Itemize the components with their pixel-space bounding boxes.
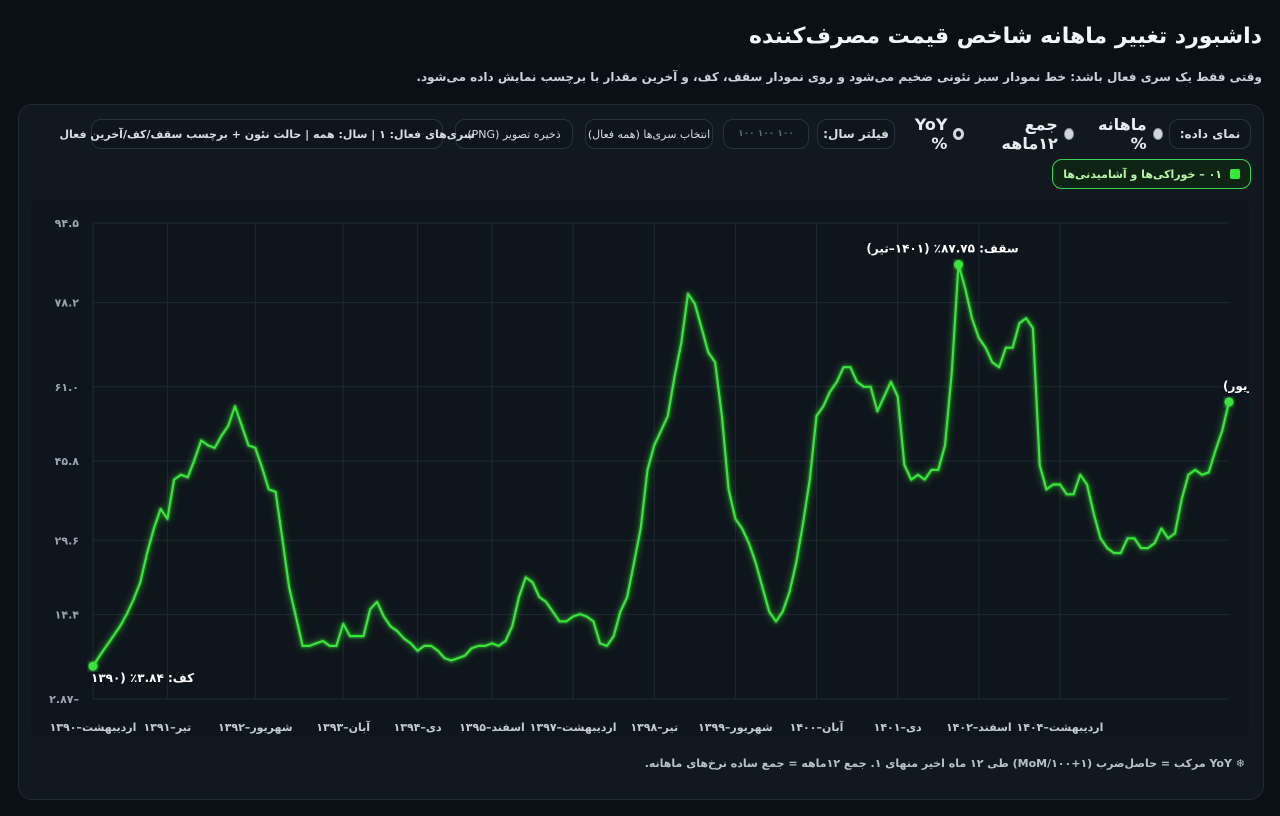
line-chart: ۲.۸۷– ۱۴.۴ ۲۹.۶ ۴۵.۸ ۶۱.۰ ۷۸.۲ ۹۴.۵ ۱۳۹۰–اردیب… bbox=[49, 217, 1249, 734]
x-tick-label: ۱۳۹۰–اردیبهشت bbox=[50, 721, 137, 734]
y-tick-label: ۱۴.۴ bbox=[55, 609, 80, 622]
legend-series-label: ۰۱ – خوراکی‌ها و آشامیدنی‌ها bbox=[1063, 167, 1222, 181]
x-tick-label: ۱۳۹۵–اسفند bbox=[459, 721, 525, 734]
page-subtitle: وقتی فقط یک سری فعال باشد: خط نمودار سبز… bbox=[416, 70, 1262, 84]
status-text: سری‌های فعال: ۱ | سال: همه | حالت نئون +… bbox=[59, 119, 475, 149]
x-tick-label: ۱۳۹۲–شهریور bbox=[218, 721, 293, 734]
save-png-button[interactable]: ذخیره تصویر (PNG) bbox=[455, 119, 573, 149]
select-series-button[interactable]: انتخاب سری‌ها (همه فعال) bbox=[585, 119, 713, 149]
x-axis-ticks: ۱۳۹۰–اردیبهشت ۱۳۹۱–تیر ۱۳۹۲–شهریور ۱۳۹۳–آبا… bbox=[50, 720, 1104, 734]
y-tick-label: ۴۵.۸ bbox=[55, 455, 80, 468]
series-line-food[interactable] bbox=[92, 263, 1231, 667]
footnote: ❄ YoY مرکب = حاصل‌ضرب (۱+MoM/۱۰۰) طی ۱۲ … bbox=[644, 757, 1245, 770]
x-tick-label: ۱۳۹۳–آبان bbox=[316, 720, 370, 734]
x-tick-label: ۱۳۹۷–اردیبهشت bbox=[530, 721, 617, 734]
x-tick-label: ۱۳۹۹–شهریور bbox=[698, 721, 773, 734]
x-tick-label: ۱۳۹۴–دی bbox=[394, 721, 442, 734]
x-tick-label: ۱۳۹۱–تیر bbox=[143, 721, 191, 734]
radio-yoy-label: YoY % bbox=[914, 115, 948, 153]
y-tick-label: ۷۸.۲ bbox=[55, 297, 80, 310]
radio-sum12[interactable]: جمع ۱۲ماهه bbox=[978, 115, 1075, 153]
series-line-glow bbox=[90, 262, 1232, 668]
x-tick-label: ۱۴۰۴–اردیبهشت bbox=[1017, 721, 1104, 734]
display-mode-radios: ماهانه % جمع ۱۲ماهه YoY % bbox=[903, 115, 1163, 153]
series-layer bbox=[90, 262, 1232, 668]
x-tick-label: ۱۳۹۸–تیر bbox=[630, 721, 678, 734]
year-filter-label: فیلتر سال: bbox=[817, 119, 895, 149]
legend-swatch-icon bbox=[1230, 169, 1240, 179]
annotation-layer: سقف: ۸۷.۷۵٪ (۱۴۰۱–تیر) کف: ۳.۸۴٪ (۱۳۹۰ آخر… bbox=[88, 240, 1249, 687]
radio-dot-selected-icon bbox=[953, 128, 965, 140]
plot-area: ۲.۸۷– ۱۴.۴ ۲۹.۶ ۴۵.۸ ۶۱.۰ ۷۸.۲ ۹۴.۵ ۱۳۹۰–اردیب… bbox=[31, 199, 1249, 737]
grid-lines bbox=[92, 222, 1229, 700]
annotation-label-max: سقف: ۸۷.۷۵٪ (۱۴۰۱–تیر) bbox=[866, 242, 1018, 256]
radio-dot-icon bbox=[1152, 128, 1163, 140]
annotation-point-min bbox=[88, 661, 98, 671]
y-axis-ticks: ۲.۸۷– ۱۴.۴ ۲۹.۶ ۴۵.۸ ۶۱.۰ ۷۸.۲ ۹۴.۵ bbox=[49, 217, 79, 706]
year-filter-input[interactable]: ۱۰۰ ۱۰۰ ۱۰۰ bbox=[723, 119, 809, 149]
radio-dot-icon bbox=[1063, 128, 1075, 140]
x-tick-label: ۱۴۰۲–اسفند bbox=[946, 721, 1012, 734]
y-tick-label: ۲.۸۷– bbox=[49, 693, 79, 706]
y-tick-label: ۲۹.۶ bbox=[55, 534, 79, 547]
display-mode-label: نمای داده: bbox=[1169, 119, 1251, 149]
annotation-label-min: کف: ۳.۸۴٪ (۱۳۹۰ bbox=[91, 671, 194, 685]
chart-panel: نمای داده: ماهانه % جمع ۱۲ماهه YoY % فیل… bbox=[18, 104, 1264, 800]
x-tick-label: ۱۴۰۰–آبان bbox=[790, 720, 844, 734]
y-tick-label: ۶۱.۰ bbox=[55, 381, 79, 394]
annotation-point-max bbox=[954, 260, 964, 270]
y-tick-label: ۹۴.۵ bbox=[55, 217, 80, 230]
radio-sum12-label: جمع ۱۲ماهه bbox=[1001, 115, 1058, 153]
annotation-label-last: آخرین: ۵۷.۹۰٪ (۱۴۰۴–شهریور) bbox=[1223, 378, 1249, 394]
annotation-point-last bbox=[1224, 397, 1234, 407]
radio-yoy[interactable]: YoY % bbox=[903, 115, 965, 153]
radio-monthly-label: ماهانه % bbox=[1097, 115, 1147, 153]
radio-monthly[interactable]: ماهانه % bbox=[1088, 115, 1163, 153]
page-title: داشبورد تغییر ماهانه شاخص قیمت مصرف‌کنند… bbox=[749, 24, 1262, 49]
legend-chip-food[interactable]: ۰۱ – خوراکی‌ها و آشامیدنی‌ها bbox=[1052, 159, 1251, 189]
x-tick-label: ۱۴۰۱–دی bbox=[874, 721, 922, 734]
controls-bar: نمای داده: ماهانه % جمع ۱۲ماهه YoY % فیل… bbox=[31, 115, 1251, 153]
